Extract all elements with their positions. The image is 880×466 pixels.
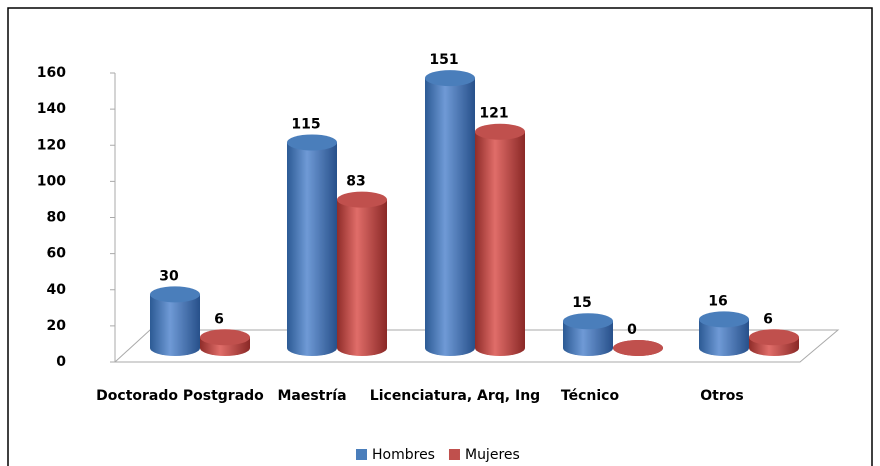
- bar-part: [287, 142, 337, 348]
- x-tick-label: Otros: [700, 388, 743, 404]
- bar: [200, 329, 250, 356]
- bar: [150, 286, 200, 356]
- bar-part: [337, 199, 387, 348]
- data-label: 6: [214, 311, 224, 327]
- bar: [475, 123, 525, 356]
- data-label: 121: [479, 106, 508, 122]
- legend-label: Hombres: [372, 447, 435, 463]
- y-tick-label: 20: [47, 318, 67, 334]
- bar: [749, 329, 799, 356]
- data-label: 83: [346, 174, 365, 190]
- y-tick-label: 100: [37, 173, 66, 189]
- y-tick-label: 0: [56, 354, 66, 370]
- x-tick-label: Maestría: [277, 388, 346, 404]
- x-tick-label: Doctorado Postgrado: [96, 388, 264, 404]
- legend-swatch: [448, 449, 460, 460]
- y-tick-label: 160: [37, 65, 66, 81]
- bar: [425, 70, 475, 356]
- bar-part: [475, 131, 525, 348]
- bar-part: [613, 340, 663, 356]
- bar: [563, 313, 613, 356]
- bar-part: [425, 78, 475, 349]
- bar-part: [150, 286, 200, 303]
- data-label: 115: [291, 116, 320, 132]
- y-tick-label: 120: [37, 137, 66, 153]
- legend-label: Mujeres: [465, 447, 520, 463]
- bar-part: [200, 329, 250, 346]
- bar-part: [475, 123, 525, 140]
- data-label: 16: [708, 293, 727, 309]
- x-tick-label: Licenciatura, Arq, Ing: [370, 388, 540, 404]
- bar-part: [749, 329, 799, 346]
- bar-part: [150, 294, 200, 348]
- bar-part: [699, 311, 749, 328]
- data-label: 6: [763, 311, 773, 327]
- data-label: 0: [627, 322, 637, 338]
- bar-part: [287, 134, 337, 151]
- bar-part: [563, 313, 613, 330]
- chart-frame: [7, 7, 873, 466]
- y-tick-label: 40: [47, 282, 67, 298]
- data-label: 30: [159, 268, 179, 284]
- y-tick-label: 140: [37, 101, 66, 117]
- x-tick-label: Técnico: [561, 388, 620, 404]
- bar: [287, 134, 337, 356]
- bar: [613, 340, 663, 356]
- data-label: 151: [429, 52, 458, 68]
- legend-swatch: [356, 449, 367, 460]
- y-tick-label: 60: [47, 246, 67, 262]
- data-label: 15: [572, 295, 591, 311]
- bar-part: [425, 70, 475, 87]
- bar-part: [337, 191, 387, 208]
- bar: [337, 191, 387, 356]
- bar: [699, 311, 749, 356]
- y-tick-label: 80: [47, 210, 67, 226]
